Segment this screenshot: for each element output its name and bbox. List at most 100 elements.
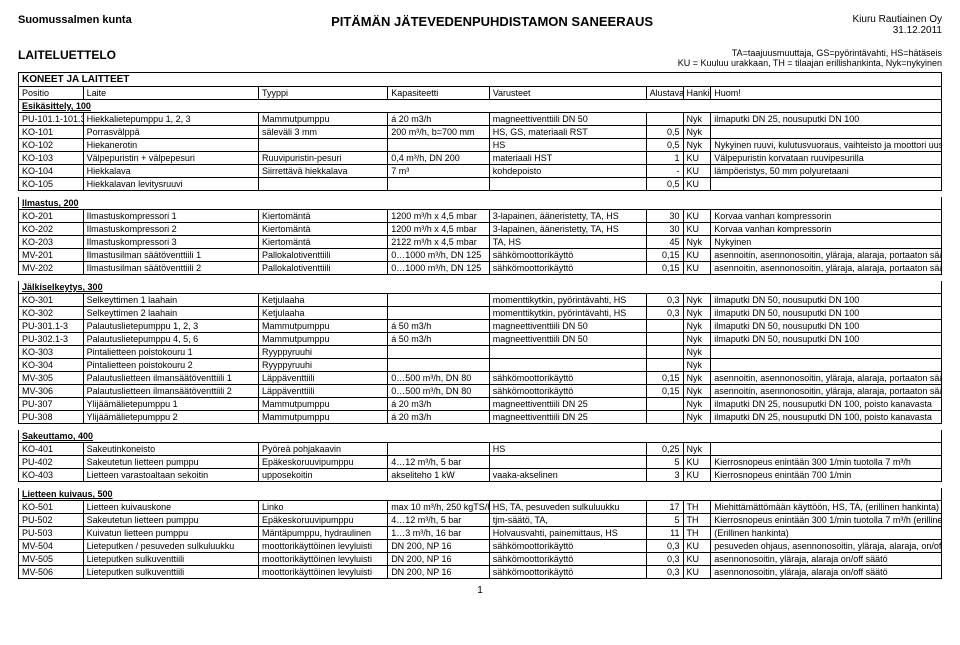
cell-pos: PU-302.1-3 <box>19 333 84 346</box>
cell-pos: PU-402 <box>19 456 84 469</box>
cell-hank: Nyk <box>683 320 711 333</box>
cell-huom: lämpöeristys, 50 mm polyuretaani <box>711 165 942 178</box>
cell-laite: Kuivatun lietteen pumppu <box>83 527 258 540</box>
cell-alus: 45 <box>646 236 683 249</box>
cell-laite: Hiekkalava <box>83 165 258 178</box>
cell-alus: 0,3 <box>646 566 683 579</box>
cell-alus <box>646 398 683 411</box>
cell-hank: Nyk <box>683 333 711 346</box>
cell-huom: Kierrosnopeus enintään 700 1/min <box>711 469 942 482</box>
cell-tyyppi: Läppäventtiili <box>258 372 387 385</box>
cell-var: momenttikytkin, pyörintävahti, HS <box>489 294 646 307</box>
cell-var <box>489 178 646 191</box>
cell-alus: 0,15 <box>646 249 683 262</box>
cell-hank: TH <box>683 501 711 514</box>
cell-hank: Nyk <box>683 443 711 456</box>
cell-tyyppi: Kiertomäntä <box>258 210 387 223</box>
table-row: KO-103Välpepuristin + välpepesuriRuuvipu… <box>19 152 942 165</box>
cell-huom: Nykyinen ruuvi, kulutusvuoraus, vaihteis… <box>711 139 942 152</box>
cell-tyyppi: Kiertomäntä <box>258 223 387 236</box>
col-hankinta: Hankinta <box>683 87 711 100</box>
cell-pos: MV-506 <box>19 566 84 579</box>
table-row: PU-302.1-3Palautuslietepumppu 4, 5, 6Mam… <box>19 333 942 346</box>
cell-var: sähkömoottorikäyttö <box>489 566 646 579</box>
cell-pos: KO-301 <box>19 294 84 307</box>
cell-laite: Sakeutetun lietteen pumppu <box>83 514 258 527</box>
cell-alus: 0,3 <box>646 307 683 320</box>
cell-var: HS, TA, pesuveden sulkuluukku <box>489 501 646 514</box>
col-tyyppi: Tyyppi <box>258 87 387 100</box>
cell-pos: PU-307 <box>19 398 84 411</box>
cell-kap: 4…12 m³/h, 5 bar <box>388 514 490 527</box>
table-row: KO-105Hiekkalavan levitysruuvi0,5KU <box>19 178 942 191</box>
section-title: Esikäsittely, 100 <box>19 100 942 113</box>
cell-tyyppi: Mammutpumppu <box>258 320 387 333</box>
col-huom: Huom! <box>711 87 942 100</box>
cell-laite: Palautuslietteen ilmansäätöventtiili 2 <box>83 385 258 398</box>
cell-laite: Hiekanerotin <box>83 139 258 152</box>
cell-laite: Ilmastuskompressori 1 <box>83 210 258 223</box>
document-date: 31.12.2011 <box>853 25 943 36</box>
cell-tyyppi: Mammutpumppu <box>258 113 387 126</box>
cell-alus: 5 <box>646 456 683 469</box>
cell-pos: PU-502 <box>19 514 84 527</box>
cell-hank: KU <box>683 210 711 223</box>
cell-var: Holvausvahti, painemittaus, HS <box>489 527 646 540</box>
col-varusteet: Varusteet <box>489 87 646 100</box>
table-header-row: Positio Laite Tyyppi Kapasiteetti Varust… <box>19 87 942 100</box>
cell-kap: á 50 m3/h <box>388 320 490 333</box>
table-row: PU-307Ylijäämälietepumppu 1Mammutpumppuá… <box>19 398 942 411</box>
cell-var: magneettiventtiili DN 50 <box>489 113 646 126</box>
cell-var: HS <box>489 443 646 456</box>
table-row: PU-101.1-101.3Hiekkalietepumppu 1, 2, 3M… <box>19 113 942 126</box>
cell-huom: Välpepuristin korvataan ruuvipesurilla <box>711 152 942 165</box>
section-heading: Sakeuttamo, 400 <box>19 430 942 443</box>
cell-huom: ilmaputki DN 50, nousuputki DN 100 <box>711 307 942 320</box>
cell-hank: TH <box>683 527 711 540</box>
cell-laite: Palautuslietepumppu 4, 5, 6 <box>83 333 258 346</box>
table-row: KO-102HiekanerotinHS0,5NykNykyinen ruuvi… <box>19 139 942 152</box>
table-row: KO-501Lietteen kuivauskoneLinkomax 10 m³… <box>19 501 942 514</box>
cell-tyyppi: Pallokalotiventtiili <box>258 262 387 275</box>
cell-laite: Palautuslietteen ilmansäätöventtiili 1 <box>83 372 258 385</box>
cell-var: tjm-säätö, TA, <box>489 514 646 527</box>
table-row: KO-303Pintalietteen poistokouru 1Ryyppyr… <box>19 346 942 359</box>
cell-alus <box>646 359 683 372</box>
cell-huom: Kierrosnopeus enintään 300 1/min tuotoll… <box>711 456 942 469</box>
cell-hank: Nyk <box>683 346 711 359</box>
cell-tyyppi: upposekoitin <box>258 469 387 482</box>
page-header: Suomussalmen kunta PITÄMÄN JÄTEVEDENPUHD… <box>18 14 942 36</box>
cell-alus: 0,15 <box>646 385 683 398</box>
cell-hank: KU <box>683 165 711 178</box>
cell-var: vaaka-akselinen <box>489 469 646 482</box>
cell-pos: PU-503 <box>19 527 84 540</box>
cell-var: magneettiventtiili DN 50 <box>489 333 646 346</box>
cell-hank: Nyk <box>683 294 711 307</box>
cell-kap: 0…1000 m³/h, DN 125 <box>388 262 490 275</box>
cell-kap: akseliteho 1 kW <box>388 469 490 482</box>
cell-tyyppi: Kiertomäntä <box>258 236 387 249</box>
cell-kap: 0…1000 m³/h, DN 125 <box>388 249 490 262</box>
cell-huom: asennonosoitin, yläraja, alaraja on/off … <box>711 553 942 566</box>
cell-pos: KO-304 <box>19 359 84 372</box>
cell-kap: 1…3 m³/h, 16 bar <box>388 527 490 540</box>
cell-pos: PU-308 <box>19 411 84 424</box>
cell-tyyppi: Epäkeskoruuvipumppu <box>258 514 387 527</box>
table-row: MV-506Lieteputken sulkuventtiilimoottori… <box>19 566 942 579</box>
cell-var: HS <box>489 139 646 152</box>
col-laite: Laite <box>83 87 258 100</box>
cell-pos: MV-202 <box>19 262 84 275</box>
cell-laite: Hiekkalietepumppu 1, 2, 3 <box>83 113 258 126</box>
cell-kap: 0…500 m³/h, DN 80 <box>388 385 490 398</box>
table-body: Esikäsittely, 100PU-101.1-101.3Hiekkalie… <box>19 100 942 579</box>
cell-alus: 0,3 <box>646 540 683 553</box>
cell-laite: Hiekkalavan levitysruuvi <box>83 178 258 191</box>
cell-alus: 0,5 <box>646 139 683 152</box>
cell-laite: Välpepuristin + välpepesuri <box>83 152 258 165</box>
cell-pos: KO-302 <box>19 307 84 320</box>
cell-laite: Selkeyttimen 2 laahain <box>83 307 258 320</box>
table-row: MV-201Ilmastusilman säätöventtiili 1Pall… <box>19 249 942 262</box>
table-row: KO-304Pintalietteen poistokouru 2Ryyppyr… <box>19 359 942 372</box>
cell-kap <box>388 346 490 359</box>
cell-var: HS, GS, materiaali RST <box>489 126 646 139</box>
